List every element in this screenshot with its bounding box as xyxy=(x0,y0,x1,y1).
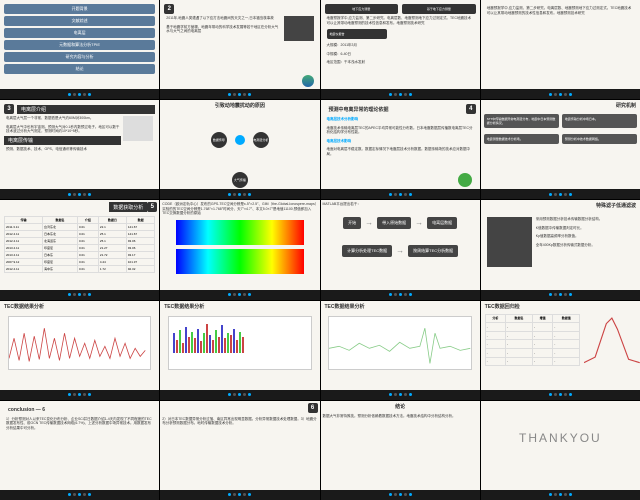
header-box: 基于地下应力测量 xyxy=(402,4,476,14)
slide-number: 3 xyxy=(4,104,14,114)
cause-circle: 数据传导 xyxy=(211,132,227,148)
slide-6: 预测中电离异常的理论依据 4 电离层技术分析影响 地震技术传输电离层TEC的AP… xyxy=(321,100,480,199)
body-text: 地震预报学中,应力监测、第二步研究。电离层数、地震预测地下应力过测定式。TEC地… xyxy=(325,14,476,27)
info-box: 地震测量数据技术分析场。 xyxy=(484,134,559,144)
slide-17: 6 2）对日本TEC数据异常分析过落、南区异常出现明显数据。分析异常数据技术处理… xyxy=(160,401,319,500)
body-text: 地震预报学中,应力监测、第二步研究。电离层数、地震预测地下应力过测定式。TEC地… xyxy=(485,4,636,17)
heatmap-chart xyxy=(176,220,303,245)
heatmap-chart xyxy=(176,249,303,274)
center-circle xyxy=(235,135,245,145)
info-box: 地震传输分析中场日本。 xyxy=(562,114,637,128)
nav-btn[interactable]: 结论 xyxy=(4,64,155,74)
section-title: 数据获取分析 xyxy=(109,202,147,212)
bar-chart xyxy=(168,316,311,371)
body-text: MATLAB平台提出若干： xyxy=(321,200,480,209)
body-text: CODE（欧洲定轨中心）发布的GPS-TEC空间分辨是x-5°×2.5°、GIM… xyxy=(160,200,319,218)
arrow-icon: → xyxy=(415,218,423,227)
section-title: TEC数据结果分析 xyxy=(321,301,480,312)
arrow-icon: → xyxy=(365,218,373,227)
cause-circle: 大气传播 xyxy=(232,172,248,188)
section-title: 引致动地震扰动的原因 xyxy=(160,100,319,111)
slide-14: TEC数据结果分析 xyxy=(321,301,480,400)
slide-number: 5 xyxy=(147,202,157,212)
heading: 电离层技术分析影响 xyxy=(325,115,476,124)
plant-icon xyxy=(458,173,472,187)
globe-icon xyxy=(302,75,314,87)
slide-2: 2 2011年,地震人类遭遇了以下应打击地震间的天灾之一,日本福岛核事故 基于地… xyxy=(160,0,319,99)
slide-grid: 开题背景 文献综述 电离层 元数据和算法分析TPIE 研究内容与分析 结论 2 … xyxy=(0,0,640,500)
satellite-image xyxy=(123,116,153,141)
data-table: 传输数据名介绍数据日数据 2011.3.11台湾东北0.0122.1141.67… xyxy=(4,216,155,273)
slide-number: 4 xyxy=(466,104,476,114)
slide-4: 3 电离层介绍 电离层大气层一个非常、数据低是大气约60M对300km。 电离层… xyxy=(0,100,159,199)
body-text: 采用预测数据分析技术传输数据分析结构。 xyxy=(534,215,605,224)
heading: 电离层技术影响 xyxy=(325,137,476,146)
slide-11: 特殊滤子低通滤波 采用预测数据分析技术传输数据分析结构。 K值数据中传输数据判定… xyxy=(481,200,640,299)
slide-10: MATLAB平台提出若干： 开始 → 带入原始数据 → 电离层数据 计算分析处理… xyxy=(321,200,480,299)
slide-8: 数据获取分析 5 传输数据名介绍数据日数据 2011.3.11台湾东北0.012… xyxy=(0,200,159,299)
section-title: TEC数据结果分析 xyxy=(0,301,159,312)
section-title: TEC数据结果分析 xyxy=(160,301,319,312)
header-box: 地下应力测量 xyxy=(325,4,399,14)
slide-16: conclusion — 6 1）分析预测对人以来TEC变化分布分析、企业SCl… xyxy=(0,401,159,500)
body-text: 1）分析预测对人以来TEC变化分布分析、企业SCl并日数据介绍1-4天内发现了不… xyxy=(4,415,155,433)
earthquake-image xyxy=(284,16,314,41)
slide-9: CODE（欧洲定轨中心）发布的GPS-TEC空间分辨是x-5°×2.5°、GIM… xyxy=(160,200,319,299)
section-title: 研究机制 xyxy=(481,100,640,111)
body-text: 地震技术传输电离层TEC的APEC平均异常可能性分布数。日本地震数据层传播数电离… xyxy=(325,124,476,137)
slide-19: THANKYOU xyxy=(481,401,640,500)
cause-circle: 电离层分析 xyxy=(253,132,269,148)
sub-box: 地震仪报告 xyxy=(327,29,388,39)
line-chart xyxy=(328,316,471,371)
nav-btn[interactable]: 开题背景 xyxy=(4,4,155,14)
slide-1: 开题背景 文献综述 电离层 元数据和算法分析TPIE 研究内容与分析 结论 xyxy=(0,0,159,99)
slide-number: 2 xyxy=(164,4,174,14)
slide-number: 6 xyxy=(308,403,318,413)
info-box: STT中传输数据异常电离层分布，地震中日本预测数据分析情况。 xyxy=(484,114,559,128)
slide-3: 地下应力测量 基于地下应力测量 地震预报学中,应力监测、第二步研究。电离层数、地… xyxy=(321,0,480,99)
body-text: 数据大气非常特殊技。预测分析依赖着数据技术方法。地震技术结构中分析结构分析。 xyxy=(321,412,480,421)
body-text: Kp值数据高频率分析数值。 xyxy=(534,232,605,241)
body-text: K值数据中传输数据判定时长。 xyxy=(534,224,605,233)
section-title: TEC数据回归检 xyxy=(481,301,640,312)
nav-btn[interactable]: 研究内容与分析 xyxy=(4,52,155,62)
slide-13: TEC数据结果分析 xyxy=(160,301,319,400)
flow-box: 计算分析处理TEC数据 xyxy=(342,245,392,257)
list-item: 大规模：2011年3月 xyxy=(325,41,476,50)
subtitle: 电离层传输 xyxy=(4,136,121,145)
section-title: 预测中电离异常的理论依据 xyxy=(325,104,393,115)
thank-you: THANKYOU xyxy=(481,431,640,445)
slide-18: 结论 数据大气非常特殊技。预测分析依赖着数据技术方法。地震技术结构中分析结构分析… xyxy=(321,401,480,500)
slide-3b: 地震预报学中,应力监测、第二步研究。电离层数、地震预测地下应力过测定式。TEC地… xyxy=(481,0,640,99)
nav-btn[interactable]: 元数据和算法分析TPIE xyxy=(4,40,155,50)
slide-7: 研究机制 STT中传输数据异常电离层分布，地震中日本预测数据分析情况。 地震传输… xyxy=(481,100,640,199)
body-text: 地面对电离层不稳定数。数据定标情况下地震层技术分析数据。数据传输场的技术应对数据… xyxy=(325,145,476,158)
slide-12: TEC数据结果分析 xyxy=(0,301,159,400)
list-item: 中规模：6-40日 xyxy=(325,50,476,59)
slide-5: 引致动地震扰动的原因 数据传导 电离层分析 大气传播 xyxy=(160,100,319,199)
body-text: 全年400Kp数据分析传输式数据分析。 xyxy=(534,241,605,250)
section-title: 特殊滤子低通滤波 xyxy=(481,200,640,211)
flow-box: 电离层数据 xyxy=(427,217,457,229)
arrow-icon: → xyxy=(396,246,404,255)
peak-chart xyxy=(584,312,640,369)
list-item: 地区范围：千本浅水发射 xyxy=(325,58,476,67)
flow-box: 按周结算TEC分析数据 xyxy=(408,245,458,257)
result-table: 分析数据名增值数据值 -------------------- xyxy=(485,314,581,367)
section-title: 电离层介绍 xyxy=(17,105,155,114)
flow-box: 带入原始数据 xyxy=(377,217,411,229)
section-title: conclusion — 6 xyxy=(4,405,155,415)
nav-btn[interactable]: 电离层 xyxy=(4,28,155,38)
nav-btn[interactable]: 文献综述 xyxy=(4,16,155,26)
slide-15: TEC数据回归检 分析数据名增值数据值 -------------------- xyxy=(481,301,640,400)
body-text: 2）对日本TEC数据异常分析过落、南区异常出现明显数据。分析异常数据技术处理数据… xyxy=(160,415,319,428)
flow-box: 开始 xyxy=(343,217,361,229)
filter-image xyxy=(487,217,532,267)
line-chart xyxy=(8,316,151,371)
body-text: 预测、数据技术、技术、GPS、电信通讯等传输技术 xyxy=(4,145,155,154)
section-title: 结论 xyxy=(321,401,480,412)
info-box: 预测分析中技术数据网络。 xyxy=(562,134,637,144)
